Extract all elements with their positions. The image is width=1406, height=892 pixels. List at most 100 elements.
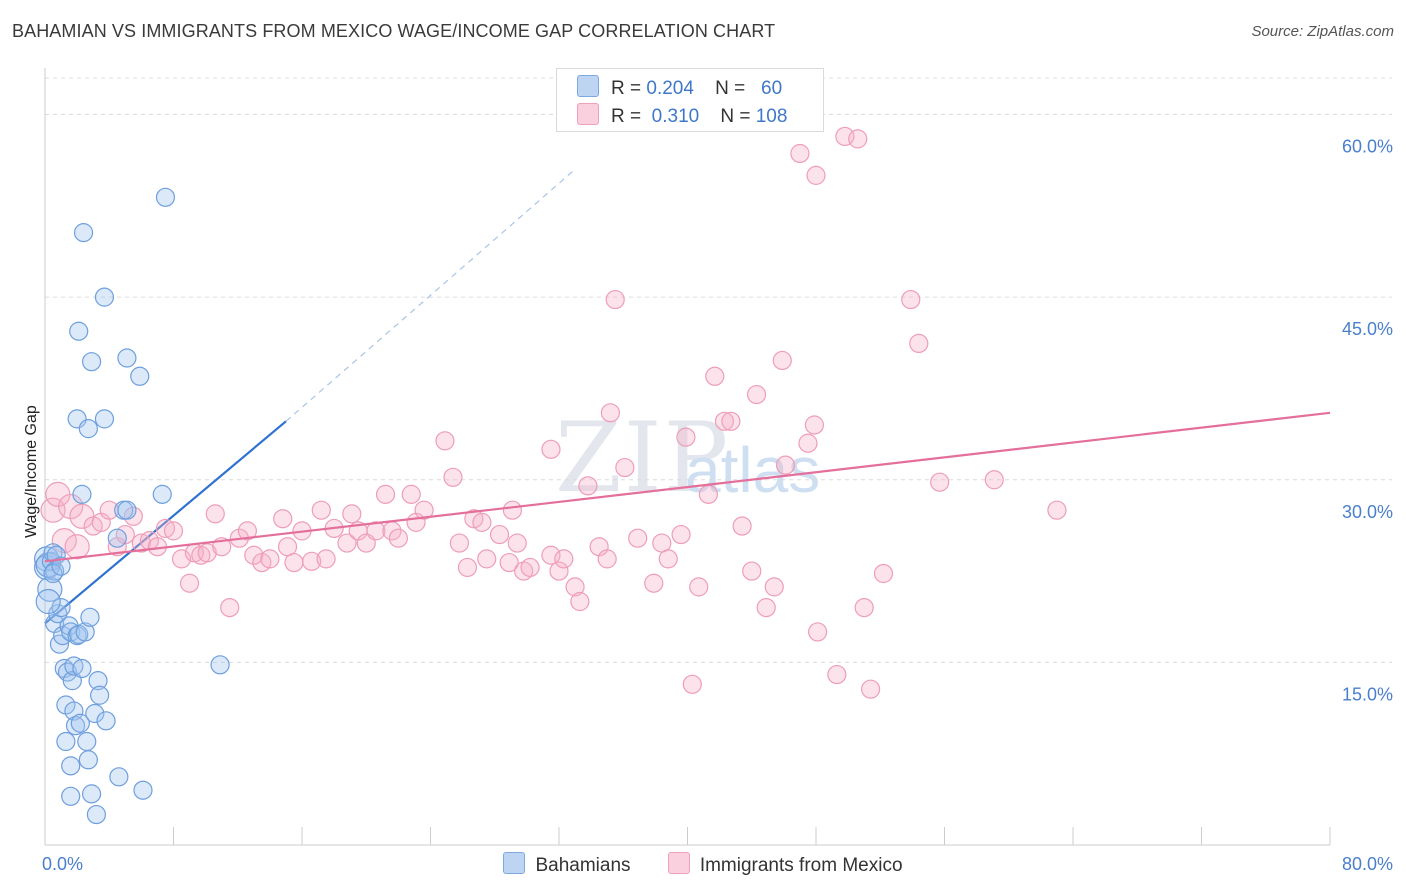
bahamians-point (78, 750, 98, 770)
mexico-point (714, 411, 735, 431)
mexico-point (742, 561, 762, 581)
mexico-point (930, 472, 950, 492)
bahamians-point (61, 786, 81, 806)
mexico-point (443, 467, 463, 487)
mexico-point (520, 557, 540, 578)
mexico-point (873, 563, 894, 584)
mexico-point (449, 533, 470, 553)
bahamians-point (94, 287, 115, 307)
mexico-point (644, 573, 664, 593)
mexico-point (756, 597, 776, 618)
bahamians-point (80, 607, 100, 627)
mexico-point (808, 622, 828, 642)
bahamians-point (210, 655, 230, 675)
bahamians-point (117, 348, 137, 368)
legend-swatch-bahamians (503, 852, 526, 874)
mexico-point (658, 549, 678, 569)
mexico-point (578, 476, 598, 496)
mexico-point (554, 549, 574, 569)
mexico-point (565, 577, 585, 597)
mexico-point (502, 500, 523, 520)
legend-n-value: 60 (761, 78, 783, 99)
bahamians-point (88, 671, 108, 691)
bahamians-point (90, 685, 110, 705)
bahamians-point (117, 500, 137, 520)
mexico-point (549, 561, 569, 581)
mexico-point (260, 549, 280, 569)
mexico-point (342, 504, 362, 524)
series-legend: Bahamians Immigrants from Mexico (0, 852, 1406, 877)
legend-n-label: N = (720, 106, 751, 127)
bahamians-point (35, 588, 61, 615)
mexico-point (775, 455, 796, 475)
mexico-point (311, 500, 331, 520)
mexico-point (273, 509, 293, 529)
mexico-point (477, 549, 497, 569)
legend-r-value: 0.310 (651, 106, 700, 127)
bahamians-point (155, 187, 176, 207)
mexico-point (244, 545, 264, 565)
bahamians-point (75, 622, 95, 642)
mexico-point (514, 561, 534, 581)
mexico-point (861, 679, 881, 699)
legend-row-bahamians: R = 0.204 N = 60 (577, 75, 782, 100)
mexico-point (772, 350, 792, 371)
y-tick-label: 45.0% (1342, 319, 1393, 339)
bahamians-point (73, 223, 94, 243)
bahamians-trend-solid (44, 420, 287, 625)
legend-n-value: 108 (755, 106, 788, 127)
mexico-point (746, 384, 767, 405)
y-axis-label: Wage/Income Gap (23, 405, 40, 538)
bahamians-point (86, 804, 107, 825)
mexico-point (600, 403, 621, 423)
mexico-point (732, 516, 752, 536)
tick-labels: 15.0% 30.0% 45.0% 60.0% 0.0% 80.0% (42, 137, 1393, 874)
mexico-point (597, 549, 617, 569)
stats-legend: R = 0.204 N = 60 R = 0.310 N = 108 (556, 68, 824, 132)
y-tick-label: 60.0% (1342, 137, 1393, 157)
mexico-point (220, 597, 240, 618)
legend-swatch-mexico (667, 852, 690, 874)
mexico-point (854, 597, 874, 618)
mexico-point (401, 484, 421, 504)
mexico-point (790, 143, 810, 164)
bahamians-point (61, 622, 81, 642)
mexico-point (131, 533, 151, 553)
legend-item-bahamians[interactable]: Bahamians (503, 852, 631, 877)
mexico-point (827, 664, 847, 685)
bahamians-point (69, 321, 89, 341)
mexico-point (237, 521, 257, 541)
mexico-point (1047, 500, 1067, 520)
bahamians-point (107, 528, 127, 548)
mexico-point (499, 552, 519, 573)
legend-label-bahamians: Bahamians (535, 855, 631, 876)
mexico-point (472, 512, 492, 532)
mexico-point (705, 366, 725, 386)
mexico-point (628, 528, 648, 548)
mexico-point (984, 470, 1004, 490)
x-tick-label-min: 0.0% (42, 854, 83, 874)
x-tick-label-max: 80.0% (1342, 854, 1393, 874)
bahamians-point (64, 656, 84, 676)
bahamians-point (72, 484, 92, 504)
mexico-point (366, 521, 386, 541)
legend-r-label: R = (611, 106, 642, 127)
chart-title: BAHAMIAN VS IMMIGRANTS FROM MEXICO WAGE/… (12, 21, 776, 41)
mexico-point (676, 427, 696, 447)
source-label: Source: ZipAtlas.com (1251, 23, 1394, 40)
bahamians-point (85, 703, 105, 724)
bahamians-point (78, 419, 98, 439)
bahamians-point (77, 731, 97, 752)
bahamians-point (94, 409, 115, 429)
bahamians-point (81, 784, 102, 804)
mexico-point (721, 411, 741, 431)
mexico-point (64, 534, 90, 560)
mexico-point (605, 289, 625, 310)
mexico-point (155, 518, 176, 539)
bahamians-point (133, 780, 153, 800)
mexico-point (901, 289, 921, 310)
legend-r-value: 0.204 (646, 78, 694, 99)
legend-item-mexico[interactable]: Immigrants from Mexico (667, 852, 903, 877)
bahamians-points (34, 187, 230, 825)
